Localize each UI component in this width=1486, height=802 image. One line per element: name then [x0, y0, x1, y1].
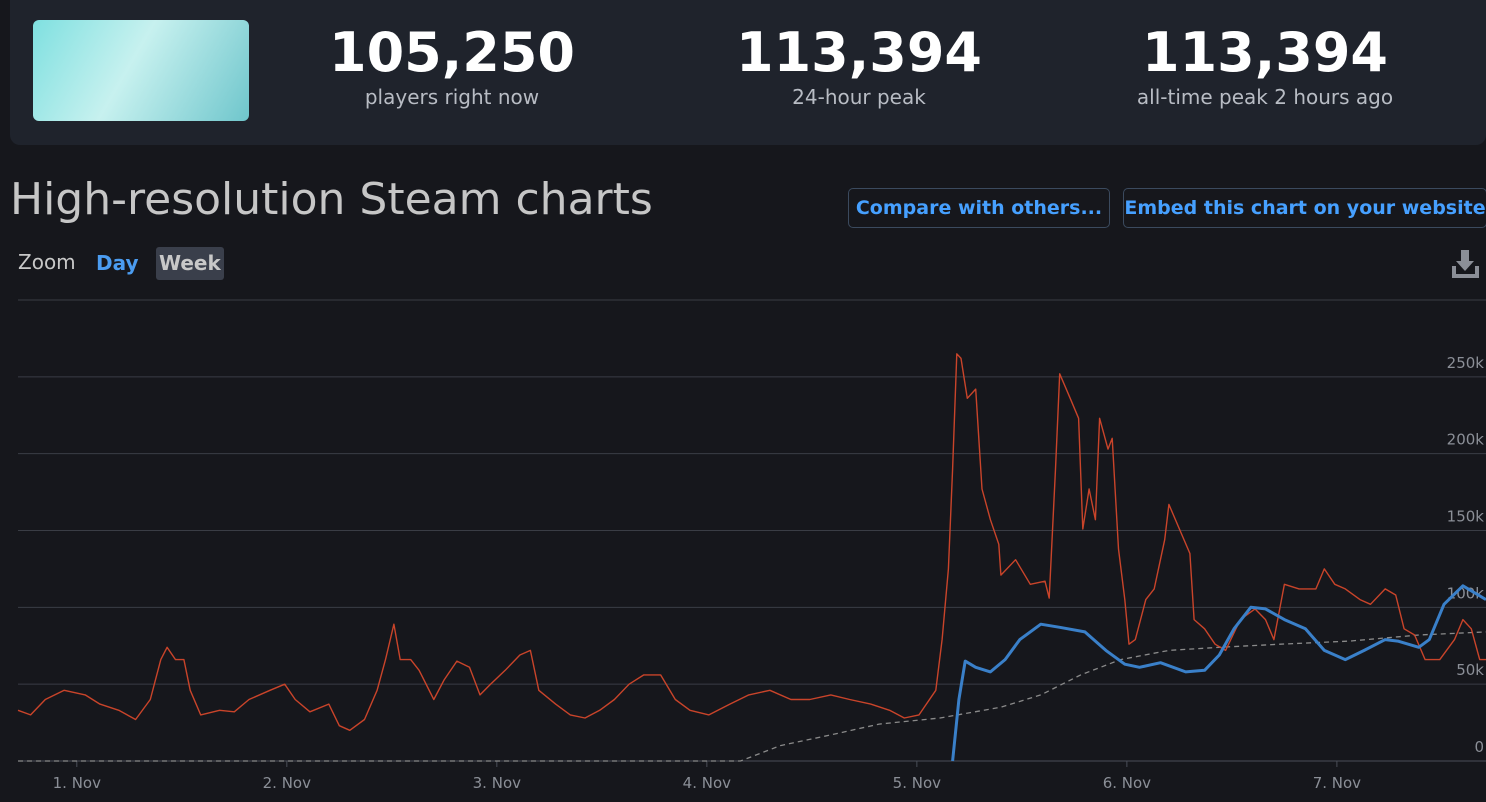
x-tick-label: 7. Nov [1313, 774, 1361, 792]
y-tick-label: 150k [1447, 508, 1485, 526]
stat-label: 24-hour peak [792, 85, 926, 109]
stat: 113,394 all-time peak 2 hours ago [1065, 22, 1465, 110]
y-tick-label: 0 [1474, 738, 1484, 756]
game-thumbnail[interactable] [33, 20, 249, 121]
y-tick-label: 200k [1447, 431, 1485, 449]
download-icon[interactable] [1452, 250, 1479, 278]
stat-value: 105,250 [329, 21, 575, 84]
stat-label: all-time peak 2 hours ago [1136, 85, 1394, 109]
x-tick-label: 1. Nov [53, 774, 101, 792]
section-title: High-resolution Steam charts [10, 174, 653, 225]
x-tick-label: 6. Nov [1103, 774, 1151, 792]
header-panel [10, 0, 1486, 145]
compare-button[interactable]: Compare with others... [848, 188, 1110, 228]
y-tick-label: 250k [1447, 354, 1485, 372]
zoom-day[interactable]: Day [96, 251, 139, 275]
x-tick-label: 3. Nov [473, 774, 521, 792]
series-line [18, 631, 1486, 762]
zoom-label: Zoom [18, 250, 76, 274]
y-tick-label: 50k [1456, 661, 1484, 679]
x-tick-label: 5. Nov [893, 774, 941, 792]
x-tick-label: 4. Nov [683, 774, 731, 792]
stat-label: players right now [364, 85, 540, 109]
stat: 105,250 players right now [252, 22, 652, 110]
stat-value: 113,394 [736, 21, 982, 84]
embed-button[interactable]: Embed this chart on your website [1123, 188, 1486, 228]
series-line [951, 584, 1486, 762]
series-line [17, 353, 1486, 731]
stat-value: 113,394 [1142, 21, 1388, 84]
y-tick-label: 100k [1447, 584, 1485, 602]
x-tick-label: 2. Nov [263, 774, 311, 792]
zoom-week[interactable]: Week [156, 247, 224, 280]
stat: 113,394 24-hour peak [659, 22, 1059, 110]
